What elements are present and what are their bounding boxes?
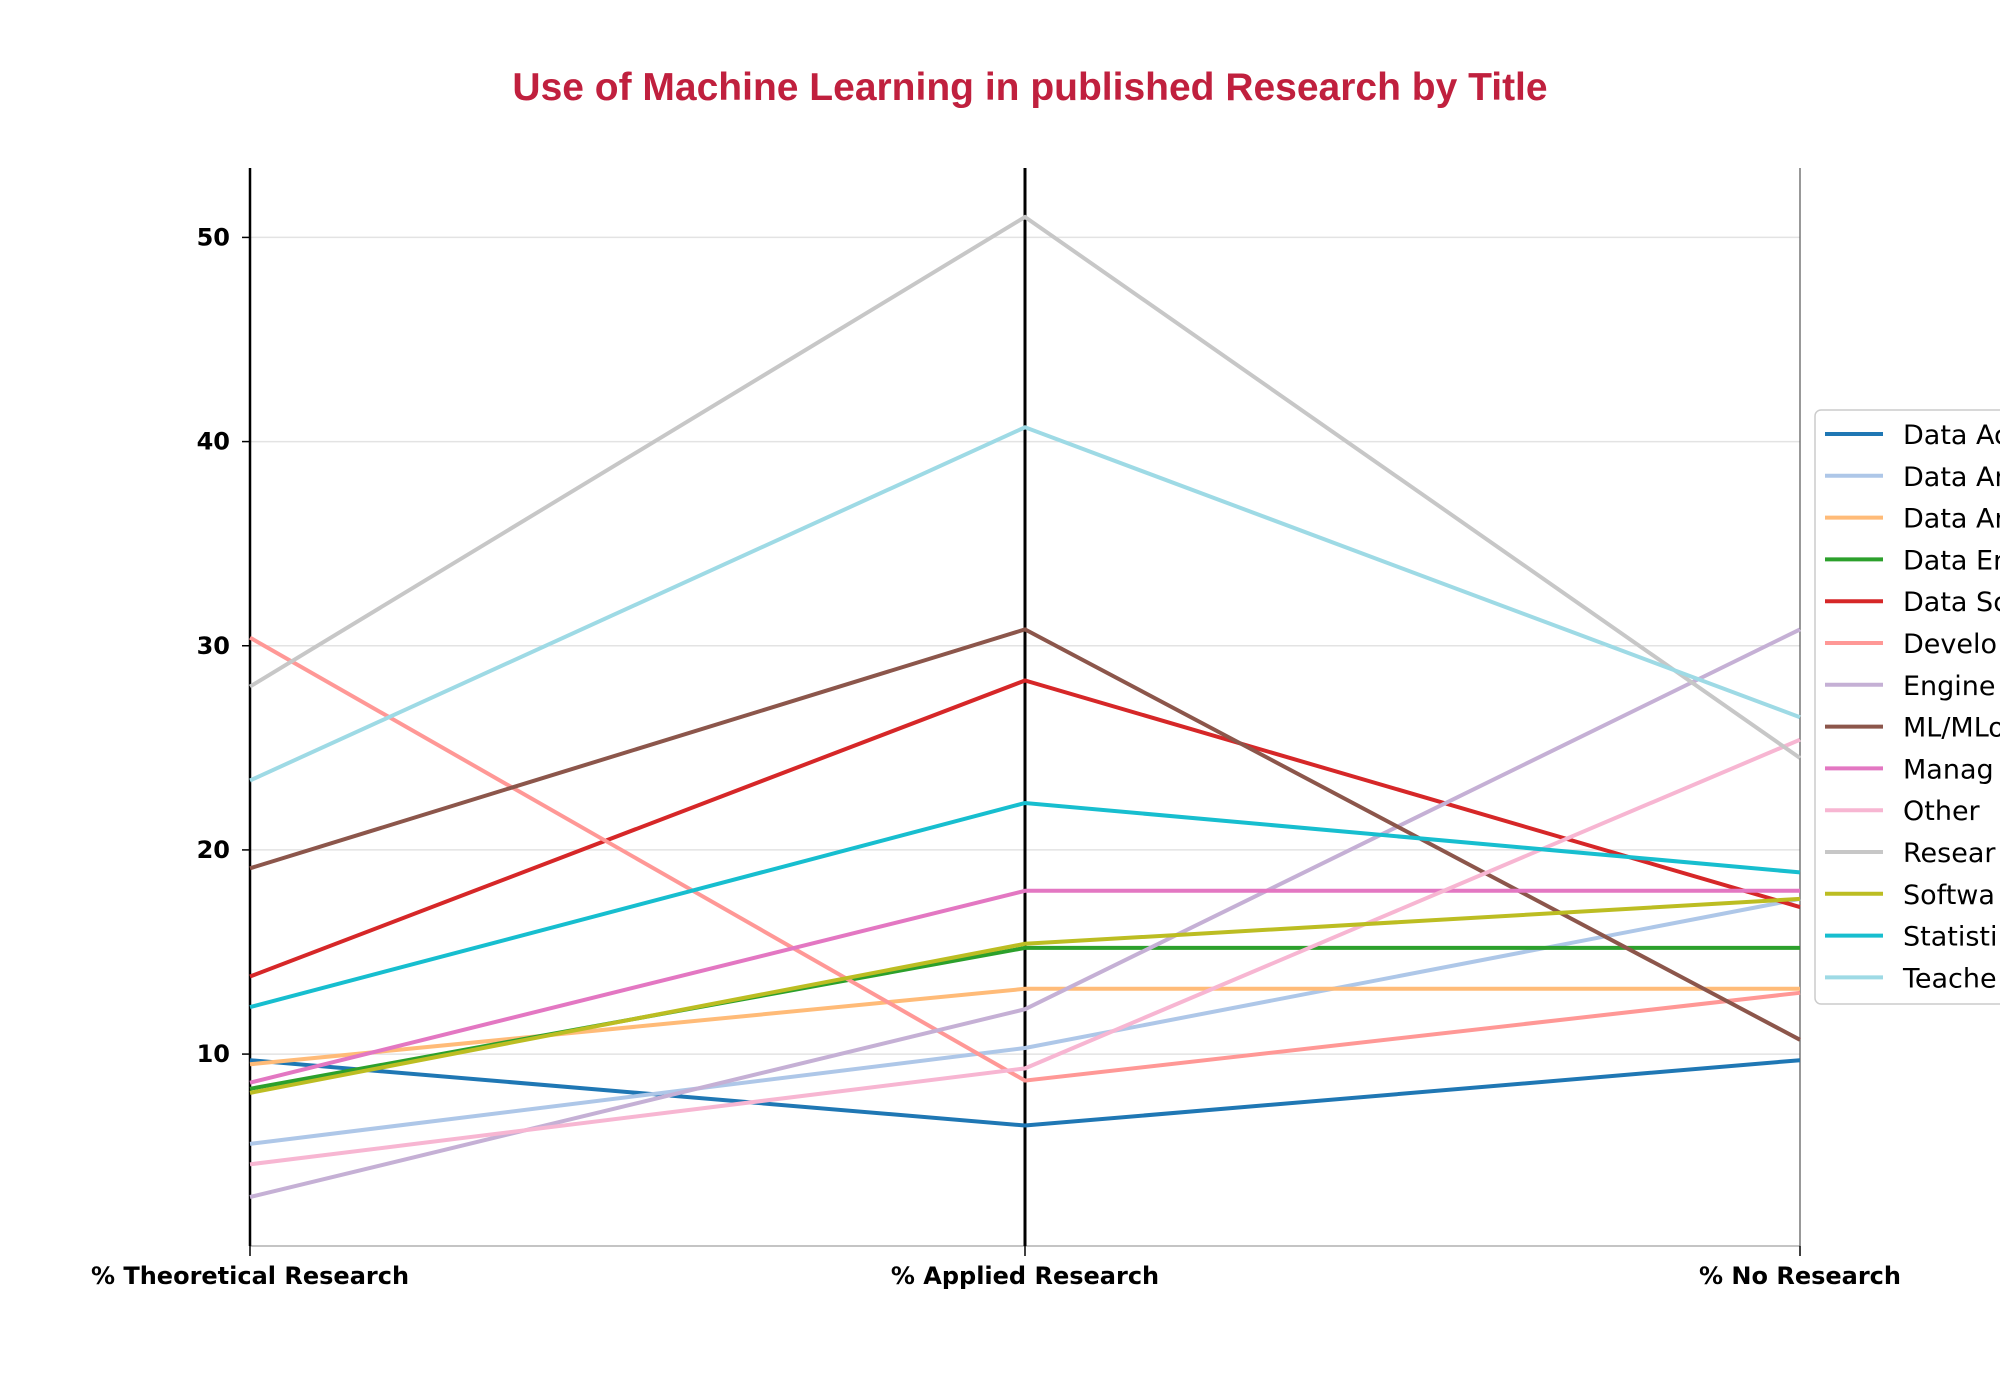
y-tick-label: 50: [197, 223, 230, 251]
legend-entry: Teache: [1902, 963, 1997, 994]
series-line-11: [249, 896, 1801, 1095]
legend-entry: Engine: [1903, 671, 1996, 702]
axis-label: % Applied Research: [891, 1262, 1159, 1290]
series-line-4: [249, 678, 1801, 979]
series-line-10: [248, 214, 1802, 760]
series-line-13: [249, 425, 1801, 783]
series-line-0: [249, 1058, 1801, 1128]
legend-entry: Resear: [1903, 838, 1996, 869]
axes: [242, 168, 1801, 1256]
axis-label: % No Research: [1699, 1262, 1901, 1290]
legend-entry: ML/MLo: [1903, 713, 2000, 744]
legend-entry: Data Sc: [1903, 587, 2000, 618]
y-tick-label: 10: [197, 1040, 230, 1068]
y-tick-label: 20: [197, 836, 230, 864]
series-line-8: [249, 888, 1800, 1085]
axis-labels: 10 20 30 40 50 % Theoretical Research % Applie…: [91, 223, 1901, 1290]
chart-title: Use of Machine Learning in published Res…: [512, 66, 1548, 109]
legend-entry: Data An: [1903, 462, 2000, 493]
legend-entry: Develo: [1903, 629, 1997, 660]
legend: Data Ac Data An Data An Data En Data Sc Devel…: [1814, 409, 2000, 1005]
legend-entry: Statisti: [1903, 922, 1998, 953]
legend-entry: Data Ac: [1903, 420, 2000, 451]
y-tick-label: 40: [197, 428, 230, 456]
series-line-12: [249, 800, 1801, 1010]
series-line-6: [249, 627, 1801, 1199]
legend-entry: Data An: [1903, 504, 2000, 535]
series-line-7: [249, 627, 1801, 1042]
series-line-5: [249, 635, 1801, 1083]
y-tick-label: 30: [197, 632, 230, 660]
series-lines: [248, 214, 1802, 1199]
legend-entry: Softwa: [1903, 880, 1995, 911]
legend-entry: Manag: [1903, 754, 1994, 785]
legend-entry: Other: [1903, 796, 1981, 827]
legend-box: [1814, 409, 2000, 1005]
series-line-2: [249, 986, 1800, 1067]
axis-label: % Theoretical Research: [91, 1262, 409, 1290]
legend-entry: Data En: [1903, 545, 2000, 576]
